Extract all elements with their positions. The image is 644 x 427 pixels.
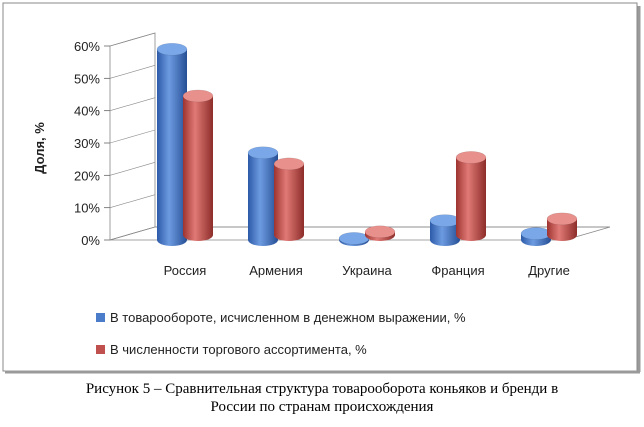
bar-cap	[273, 157, 305, 171]
y-depth-line	[109, 32, 156, 47]
bar-body	[157, 49, 187, 246]
bar-body	[248, 152, 278, 246]
bar-body	[456, 157, 486, 241]
bar-cap	[182, 89, 214, 103]
bar	[273, 157, 305, 241]
bar-cap	[364, 225, 396, 239]
bar-body	[547, 218, 577, 241]
caption-line-1: Рисунок 5 – Сравнительная структура това…	[85, 381, 559, 397]
y-tick-label: 50%	[74, 71, 100, 86]
legend-label: В товарообороте, исчисленном в денежном …	[110, 310, 466, 325]
y-tick-label: 10%	[74, 201, 100, 216]
figure-caption: Рисунок 5 – Сравнительная структура това…	[0, 380, 644, 416]
bar	[338, 232, 370, 246]
y-tick-label: 60%	[74, 39, 100, 54]
bar-body	[274, 163, 304, 241]
bar	[455, 151, 487, 241]
bar	[520, 227, 552, 246]
x-category-label: Россия	[164, 263, 207, 278]
caption-line-2: России по странам происхождения	[210, 399, 434, 415]
bar-cap	[520, 227, 552, 240]
bar-chart: 0% 10% 20% 30% 40% 50% 60% Доля, % Россия Армения…	[32, 32, 611, 357]
bar	[364, 225, 396, 241]
bar-cap	[455, 151, 487, 164]
legend-swatch	[96, 345, 105, 354]
bar	[546, 212, 578, 241]
y-axis-label: Доля, %	[32, 122, 47, 174]
bar	[429, 214, 461, 246]
x-category-label: Франция	[431, 263, 484, 278]
y-tick-label: 0%	[81, 233, 100, 248]
y-depth-line	[109, 194, 156, 208]
y-depth-line	[109, 97, 156, 111]
bars-layer	[156, 42, 578, 246]
bar-cap	[247, 146, 279, 159]
x-category-label: Другие	[528, 263, 570, 278]
y-depth-line	[109, 65, 156, 79]
legend-swatch	[96, 313, 105, 322]
bar	[156, 42, 188, 246]
bar-body	[183, 95, 213, 241]
y-depth-line	[109, 162, 156, 176]
bar-cap	[546, 212, 578, 226]
y-tick-label: 40%	[74, 104, 100, 119]
legend: В товарообороте, исчисленном в денежном …	[96, 310, 466, 357]
bar-cap	[338, 232, 370, 245]
y-depth-line	[109, 226, 156, 241]
bar-body	[430, 220, 460, 246]
bar-cap	[156, 42, 188, 56]
x-category-label: Армения	[249, 263, 303, 278]
labels-layer: 0% 10% 20% 30% 40% 50% 60% Доля, % Россия Армения…	[32, 39, 570, 278]
x-category-label: Украина	[342, 263, 392, 278]
y-tick-label: 30%	[74, 136, 100, 151]
y-tick-label: 20%	[74, 168, 100, 183]
y-depth-line	[109, 129, 156, 144]
bar-cap	[429, 214, 461, 227]
legend-label: В численности торгового ассортимента, %	[110, 342, 367, 357]
bar	[247, 146, 279, 246]
bar	[182, 89, 214, 241]
